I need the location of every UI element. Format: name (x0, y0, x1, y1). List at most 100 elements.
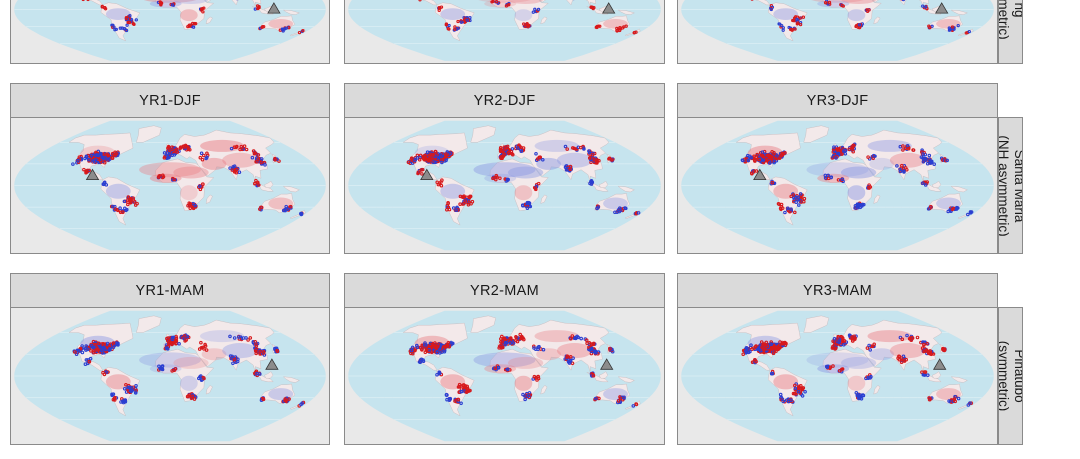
station-dot (255, 373, 259, 378)
land-africa (822, 158, 882, 211)
station-dot (865, 346, 870, 350)
station-dot (795, 17, 799, 22)
station-dot (563, 144, 568, 149)
station-dot (287, 397, 291, 401)
anomaly-shading (556, 343, 593, 359)
station-dot (202, 376, 206, 381)
station-dot (254, 347, 258, 352)
station-dot (851, 149, 855, 154)
station-dot (956, 23, 960, 28)
row-strip-label: Santa Maria (NH asymmetric) (998, 117, 1023, 254)
station-dot (110, 392, 114, 397)
panel-title: YR3-MAM (677, 273, 998, 308)
station-dot (594, 159, 599, 163)
station-dot (232, 164, 237, 168)
station-dot (636, 211, 641, 215)
station-dot (789, 398, 793, 402)
volcano-marker-icon (267, 2, 281, 14)
station-dot (198, 375, 202, 379)
station-dot (574, 147, 578, 151)
land-borneo (931, 371, 942, 379)
land-nz (289, 209, 306, 219)
station-dot (836, 152, 840, 156)
station-dot (275, 348, 279, 353)
station-dot (417, 170, 421, 174)
station-dot (801, 15, 806, 19)
station-dot (847, 147, 851, 152)
station-dot (906, 146, 911, 151)
row-strip-text: Pinatubo (symmetric) (999, 341, 1022, 412)
volcano-marker-icon (85, 168, 100, 180)
station-dot (595, 25, 599, 30)
station-dot (582, 147, 586, 151)
station-dot (199, 151, 204, 156)
ocean-globe (14, 0, 326, 61)
station-dot (92, 350, 96, 355)
station-dot (500, 155, 505, 159)
station-dot (261, 397, 266, 402)
land-borneo (263, 180, 274, 188)
station-dot (616, 208, 621, 212)
land-newGuinea (950, 9, 969, 15)
station-dot (93, 342, 98, 347)
station-dot (129, 386, 134, 390)
station-dot (946, 209, 950, 214)
land-africa (489, 0, 549, 30)
station-dot (843, 148, 847, 152)
station-dot (901, 144, 905, 148)
land-greenland (470, 125, 497, 143)
station-dot (101, 182, 106, 186)
station-dot (950, 207, 955, 212)
station-dot (200, 157, 205, 162)
station-dot (86, 157, 91, 162)
panel-title: YR2-MAM (344, 273, 665, 308)
anomaly-shading (139, 162, 201, 178)
panel-title: YR3-DJF (677, 83, 998, 118)
station-dot (444, 153, 448, 158)
map-panel (10, 307, 330, 445)
station-dot (232, 336, 237, 340)
station-dot (829, 175, 834, 179)
station-dot (415, 156, 420, 160)
station-dot (522, 337, 526, 342)
land-madagascar (205, 16, 213, 25)
station-dot (240, 147, 244, 152)
station-dot (111, 341, 116, 345)
station-dot (840, 367, 845, 371)
land-madagascar (540, 385, 548, 395)
station-dot (744, 349, 748, 354)
map-panel (344, 117, 665, 254)
station-dot (232, 145, 237, 149)
station-dot (496, 366, 501, 370)
station-dot (947, 399, 951, 403)
station-dot (505, 177, 510, 182)
station-dot (135, 201, 139, 206)
station-dot (440, 178, 444, 182)
land-newGuinea (950, 185, 969, 193)
land-greenland (803, 315, 830, 333)
station-dot (800, 394, 805, 398)
station-dot (928, 25, 932, 30)
station-dot (253, 181, 257, 186)
station-dot (903, 146, 908, 151)
station-dot (780, 397, 785, 401)
station-dot (164, 154, 169, 158)
station-dot (533, 186, 538, 191)
station-dot (767, 161, 772, 165)
station-dot (204, 348, 209, 352)
station-dot (420, 167, 425, 172)
anomaly-shading (847, 9, 866, 22)
station-dot (594, 349, 598, 354)
station-dot (128, 198, 132, 202)
station-dot (192, 397, 197, 401)
station-dot (113, 207, 118, 211)
station-dot (857, 26, 862, 30)
station-dot (925, 161, 930, 166)
station-dot (94, 348, 98, 352)
station-dot (900, 337, 905, 342)
station-dot (783, 151, 787, 155)
station-dot (242, 144, 247, 148)
station-dot (113, 28, 117, 32)
station-dot (415, 345, 420, 350)
station-dot (534, 152, 538, 156)
